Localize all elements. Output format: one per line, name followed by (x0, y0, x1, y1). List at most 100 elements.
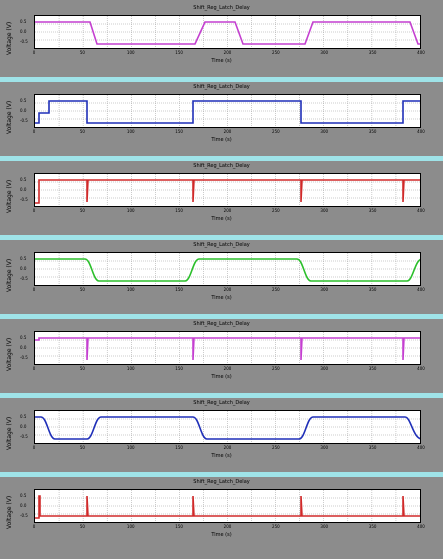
y-tick-label: 0.0 (20, 266, 27, 271)
x-tick-label: 200 (223, 208, 232, 213)
x-tick-label: 200 (223, 445, 232, 450)
y-tick-label: 0.0 (20, 187, 27, 192)
y-tick-label: -0.5 (20, 434, 28, 439)
y-tick-label: 0.5 (20, 98, 27, 103)
x-axis-ticks: 0 50 100 150 200 250 300 350 400 (32, 366, 425, 373)
y-axis-label: Voltage (V) (6, 416, 13, 450)
waveform-panel: Shift_Reg_Latch_Delay Voltage (V) 0.5 0.0 -0… (0, 477, 443, 551)
x-tick-label: 150 (175, 129, 183, 134)
x-tick-label: 250 (272, 208, 280, 213)
x-tick-label: 400 (417, 129, 425, 134)
x-tick-label: 250 (272, 50, 280, 55)
x-tick-label: 400 (417, 445, 425, 450)
y-tick-label: 0.5 (20, 414, 27, 419)
plot-area[interactable] (34, 331, 421, 365)
x-tick-label: 200 (223, 287, 232, 292)
y-tick-label: 0.5 (20, 493, 27, 498)
plot-area[interactable] (34, 173, 421, 207)
x-tick-label: 100 (126, 524, 135, 529)
y-tick-label: -0.5 (20, 276, 28, 281)
x-tick-label: 300 (320, 129, 329, 134)
x-tick-label: 300 (320, 208, 329, 213)
waveform-panel: Shift_Reg_Latch_Delay Voltage (V) 0.5 0.0 -0… (0, 398, 443, 472)
y-tick-label: -0.5 (20, 118, 28, 123)
x-tick-label: 0 (32, 524, 36, 529)
x-axis-label: Time (s) (211, 137, 232, 143)
y-axis-label: Voltage (V) (6, 495, 13, 529)
y-tick-label: 0.5 (20, 256, 27, 261)
x-tick-label: 350 (368, 287, 377, 292)
x-tick-label: 100 (126, 366, 135, 371)
waveform-svg (35, 16, 420, 48)
y-axis-label: Voltage (V) (6, 21, 13, 55)
x-tick-label: 350 (368, 524, 377, 529)
x-tick-label: 150 (175, 366, 183, 371)
y-axis-label: Voltage (V) (6, 258, 13, 292)
signal-trace (35, 258, 420, 282)
signal-trace (35, 179, 420, 204)
y-tick-label: 0.0 (20, 108, 27, 113)
x-tick-label: 300 (320, 287, 329, 292)
x-tick-label: 250 (272, 366, 280, 371)
plot-title: Shift_Reg_Latch_Delay (193, 400, 250, 406)
plot-area[interactable] (34, 489, 421, 523)
waveform-panel: Shift_Reg_Latch_Delay Voltage (V) 0.5 0.0 -0… (0, 3, 443, 77)
x-axis-label: Time (s) (211, 374, 232, 380)
x-tick-label: 200 (223, 366, 232, 371)
y-tick-label: 0.5 (20, 335, 27, 340)
x-tick-label: 350 (368, 366, 377, 371)
plot-title: Shift_Reg_Latch_Delay (193, 163, 250, 169)
x-tick-label: 350 (368, 50, 377, 55)
x-tick-label: 0 (32, 445, 36, 450)
x-tick-label: 250 (272, 129, 280, 134)
signal-trace (35, 21, 420, 45)
x-tick-label: 0 (32, 287, 36, 292)
x-tick-label: 400 (417, 208, 425, 213)
panel-separator (0, 314, 443, 319)
x-tick-label: 350 (368, 129, 377, 134)
x-tick-label: 50 (79, 366, 85, 371)
plot-area[interactable] (34, 410, 421, 444)
x-tick-label: 0 (32, 208, 36, 213)
x-tick-label: 50 (79, 208, 85, 213)
plot-title: Shift_Reg_Latch_Delay (193, 84, 250, 90)
waveform-svg (35, 174, 420, 206)
panel-separator (0, 156, 443, 161)
panel-separator (0, 393, 443, 398)
y-tick-label: 0.5 (20, 19, 27, 24)
signal-trace (35, 337, 420, 361)
signal-trace (35, 100, 420, 124)
plot-title: Shift_Reg_Latch_Delay (193, 479, 250, 485)
y-tick-label: 0.0 (20, 345, 27, 350)
x-tick-label: 400 (417, 524, 425, 529)
x-tick-label: 200 (223, 524, 232, 529)
x-axis-ticks: 0 50 100 150 200 250 300 350 400 (32, 208, 425, 215)
x-tick-label: 50 (79, 287, 85, 292)
y-tick-label: -0.5 (20, 197, 28, 202)
plot-area[interactable] (34, 15, 421, 49)
waveform-panel: Shift_Reg_Latch_Delay Voltage (V) 0.5 0.0 -0… (0, 82, 443, 156)
signal-trace (35, 495, 420, 519)
x-axis-label: Time (s) (211, 295, 232, 301)
plot-title: Shift_Reg_Latch_Delay (193, 242, 250, 248)
y-tick-label: 0.5 (20, 177, 27, 182)
y-tick-label: 0.0 (20, 29, 27, 34)
x-tick-label: 50 (79, 129, 85, 134)
x-axis-label: Time (s) (211, 216, 232, 222)
x-axis-ticks: 0 50 100 150 200 250 300 350 400 (33, 50, 425, 57)
x-tick-label: 0 (32, 366, 36, 371)
x-tick-label: 250 (272, 287, 280, 292)
waveform-panel: Shift_Reg_Latch_Delay Voltage (V) 0.5 0.0 -0… (0, 161, 443, 235)
plot-area[interactable] (34, 252, 421, 286)
x-tick-label: 200 (223, 50, 232, 55)
x-tick-label: 350 (368, 445, 377, 450)
x-tick-label: 150 (175, 524, 183, 529)
y-axis-label: Voltage (V) (6, 100, 13, 134)
y-tick-label: -0.5 (20, 39, 28, 44)
x-tick-label: 250 (272, 445, 280, 450)
x-tick-label: 300 (320, 445, 329, 450)
x-tick-label: 100 (126, 129, 135, 134)
plot-title: Shift_Reg_Latch_Delay (193, 5, 250, 11)
plot-area[interactable] (34, 94, 421, 128)
